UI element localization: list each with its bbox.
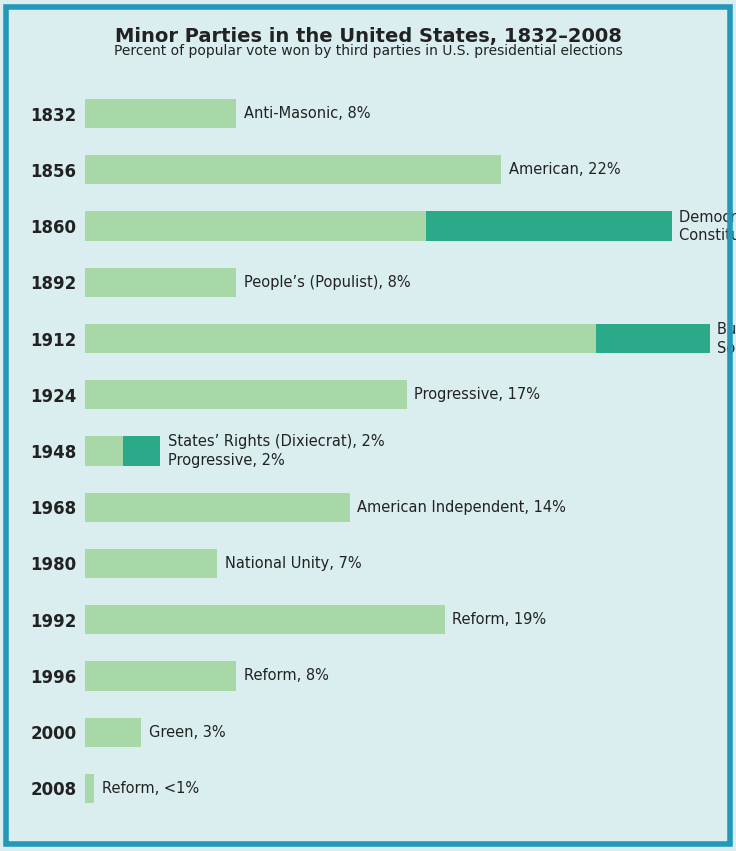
Bar [122,437,160,465]
Bar [85,324,596,353]
Bar [85,774,94,803]
Text: Bull Moose (Progressive), 27%: Bull Moose (Progressive), 27% [718,322,736,336]
Text: American Independent, 14%: American Independent, 14% [358,500,566,515]
Bar [85,268,236,297]
Bar [425,212,672,241]
Text: Reform, <1%: Reform, <1% [102,781,199,796]
Bar [85,549,217,578]
Text: People’s (Populist), 8%: People’s (Populist), 8% [244,275,411,290]
Bar [85,380,406,409]
Bar [85,212,425,241]
Bar [85,661,236,690]
Bar [85,605,445,634]
Bar [85,155,501,185]
Text: Reform, 8%: Reform, 8% [244,668,328,683]
Text: Constitutional Union, 13%: Constitutional Union, 13% [679,228,736,243]
Bar [85,717,141,747]
Text: Socialist, 6%: Socialist, 6% [718,340,736,356]
Text: Democratic (Secessionist), 18%: Democratic (Secessionist), 18% [679,209,736,224]
Text: Green, 3%: Green, 3% [149,725,226,740]
Text: National Unity, 7%: National Unity, 7% [224,556,361,571]
Text: Progressive, 2%: Progressive, 2% [168,453,285,468]
Text: American, 22%: American, 22% [509,163,620,177]
Bar [85,99,236,129]
Bar [85,493,350,522]
Text: Percent of popular vote won by third parties in U.S. presidential elections: Percent of popular vote won by third par… [113,44,623,58]
Text: States’ Rights (Dixiecrat), 2%: States’ Rights (Dixiecrat), 2% [168,434,385,449]
Text: Anti-Masonic, 8%: Anti-Masonic, 8% [244,106,370,121]
Bar [85,437,122,465]
Text: Reform, 19%: Reform, 19% [452,612,546,627]
Bar [596,324,710,353]
Text: Minor Parties in the United States, 1832–2008: Minor Parties in the United States, 1832… [115,27,621,46]
Text: Progressive, 17%: Progressive, 17% [414,387,540,403]
